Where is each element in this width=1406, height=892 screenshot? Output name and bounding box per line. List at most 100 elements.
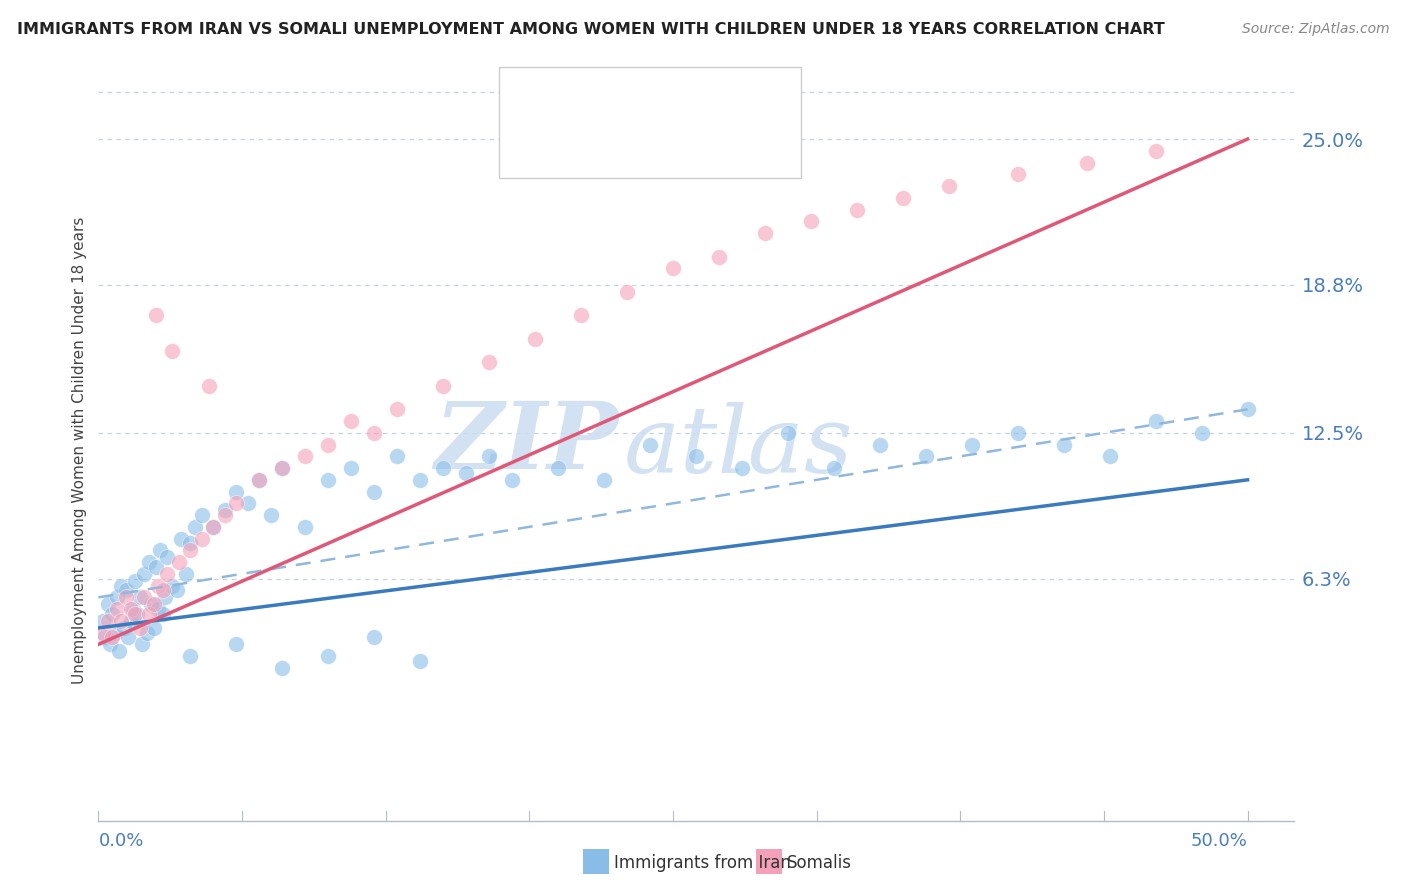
Point [110,579,132,593]
Point [91,614,114,628]
Point [124,607,146,621]
Point [363,630,385,644]
Point [891,191,914,205]
Point [191,532,214,546]
Point [294,450,316,464]
Point [202,520,225,534]
Point [105,591,128,605]
Point [115,591,138,605]
Point [105,602,128,616]
Point [98,637,121,651]
Point [731,461,754,475]
Point [148,602,170,616]
Point [145,559,167,574]
Text: Somalis: Somalis [787,855,852,872]
Point [160,343,183,358]
Point [160,579,183,593]
Point [197,379,219,393]
Point [638,437,661,451]
Point [214,503,236,517]
Point [823,461,845,475]
Point [363,425,385,440]
Point [1007,425,1029,440]
Point [938,179,960,194]
Point [142,621,165,635]
Point [1236,402,1258,417]
Point [478,355,501,369]
Point [110,614,132,628]
Point [225,484,247,499]
Point [214,508,236,522]
Point [145,308,167,322]
Point [122,602,145,616]
Point [120,614,142,628]
Point [1007,167,1029,181]
Point [271,661,294,675]
Point [1144,144,1167,158]
Point [869,437,891,451]
Point [1098,450,1121,464]
Point [142,598,165,612]
Point [127,607,149,621]
Point [134,591,156,605]
Point [478,450,501,464]
Point [115,583,138,598]
Point [152,607,174,621]
Point [138,555,160,569]
Point [128,621,150,635]
Point [179,536,201,550]
Text: 0.0%: 0.0% [98,832,143,850]
Point [501,473,523,487]
Point [184,520,207,534]
Point [191,508,214,522]
Point [225,496,247,510]
Point [156,566,179,581]
Point [800,214,823,228]
Y-axis label: Unemployment Among Women with Children Under 18 years: Unemployment Among Women with Children U… [72,217,87,684]
Text: R = 0.348    N = 75: R = 0.348 N = 75 [544,92,720,110]
Point [153,591,176,605]
Point [149,543,172,558]
Text: 50.0%: 50.0% [1191,832,1247,850]
Point [754,226,776,240]
Point [141,598,163,612]
Point [845,202,868,217]
Point [138,607,160,621]
Point [170,532,193,546]
Text: ZIP: ZIP [434,398,619,488]
Point [340,414,363,428]
Point [135,625,157,640]
Text: Immigrants from Iran: Immigrants from Iran [614,855,792,872]
Point [97,614,120,628]
Point [593,473,616,487]
Point [124,574,146,588]
Text: R = 0.56    N = 46: R = 0.56 N = 46 [544,134,709,152]
Point [432,461,454,475]
Point [101,630,124,644]
Point [385,402,409,417]
Point [179,649,201,664]
Point [294,520,316,534]
Point [316,437,339,451]
Point [616,285,638,299]
Text: Source: ZipAtlas.com: Source: ZipAtlas.com [1241,22,1389,37]
Point [236,496,259,510]
Point [685,450,707,464]
Point [91,625,114,640]
Point [385,450,409,464]
Point [120,602,142,616]
Point [225,637,247,651]
Point [152,583,174,598]
Point [131,637,153,651]
Point [247,473,270,487]
Point [271,461,294,475]
Point [524,332,547,346]
Point [128,591,150,605]
Point [662,261,685,276]
Point [456,466,478,480]
Point [156,550,179,565]
Point [112,621,135,635]
Point [569,308,592,322]
Point [707,250,730,264]
Text: IMMIGRANTS FROM IRAN VS SOMALI UNEMPLOYMENT AMONG WOMEN WITH CHILDREN UNDER 18 Y: IMMIGRANTS FROM IRAN VS SOMALI UNEMPLOYM… [17,22,1164,37]
